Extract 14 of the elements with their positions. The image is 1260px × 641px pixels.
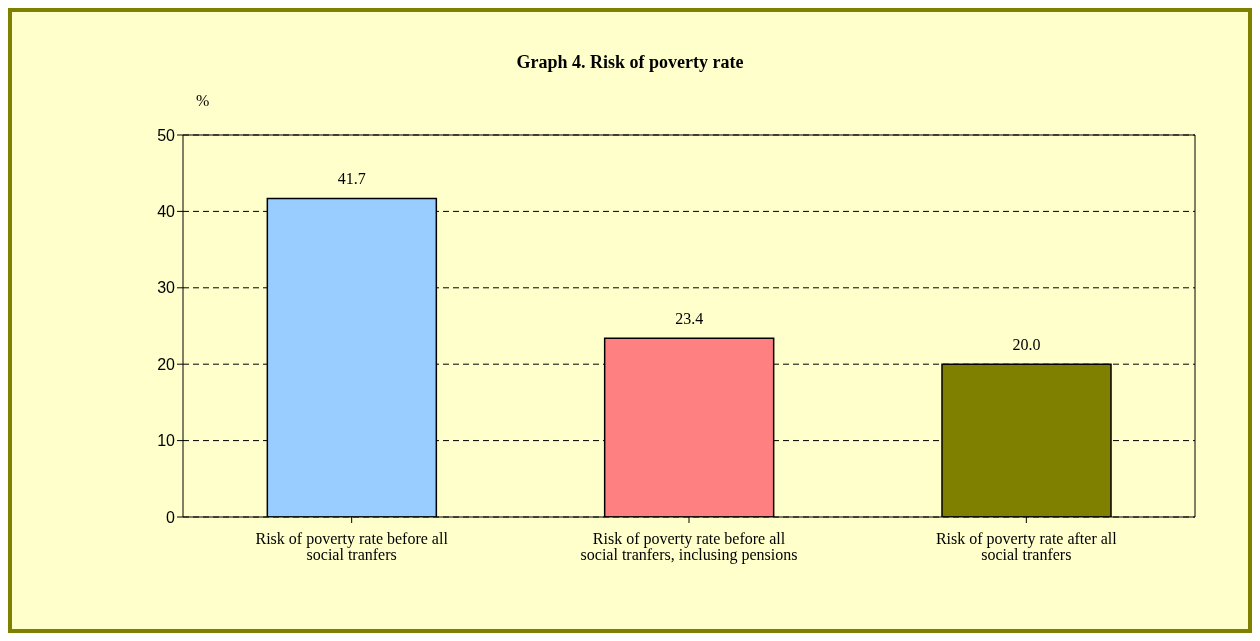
y-tick-label: 20 — [157, 355, 176, 373]
x-tick-label: Risk of poverty rate after all social tranfers — [935, 530, 1118, 564]
y-tick-label: 10 — [157, 432, 176, 450]
x-tick-label: Risk of poverty rate before all social tranfers, inclusing pensions — [580, 530, 798, 565]
data-label: 20.0 — [1012, 336, 1041, 354]
y-tick-label: 40 — [157, 203, 176, 221]
data-label: 23.4 — [675, 310, 704, 328]
chart-title: Graph 4. Risk of poverty rate — [515, 52, 745, 73]
data-label: 41.7 — [337, 170, 366, 188]
y-tick-label: 0 — [166, 508, 176, 526]
y-tick-label: 30 — [157, 279, 176, 297]
x-tick-label: Risk of poverty rate before all social tranfers — [255, 530, 449, 564]
y-tick-label: 50 — [157, 126, 176, 144]
y-axis-title: % — [196, 92, 210, 110]
